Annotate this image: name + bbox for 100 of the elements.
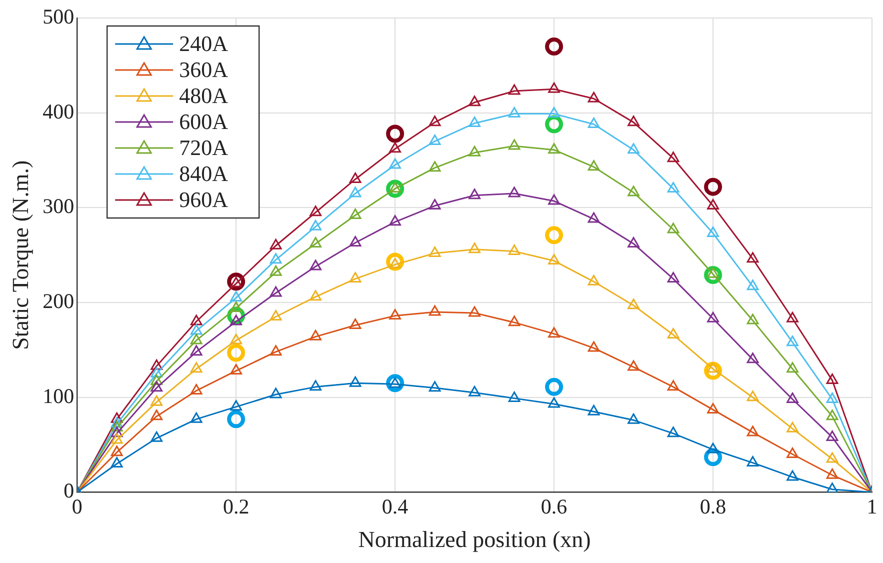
point — [746, 252, 759, 263]
point — [150, 431, 163, 442]
point — [707, 402, 719, 414]
point — [190, 324, 202, 335]
point — [428, 199, 441, 210]
point — [628, 116, 640, 126]
point — [110, 457, 123, 468]
point — [545, 378, 564, 396]
point — [150, 374, 163, 385]
x-tick-label: 0.8 — [700, 494, 726, 518]
point — [826, 468, 838, 479]
point — [468, 386, 480, 396]
point — [548, 194, 560, 205]
point — [746, 352, 759, 364]
point — [310, 236, 322, 248]
point — [428, 305, 441, 316]
point — [310, 260, 322, 270]
point — [310, 290, 322, 301]
point — [707, 226, 719, 238]
legend-label: 840A — [179, 160, 228, 186]
point — [468, 146, 480, 156]
point — [826, 482, 838, 492]
point — [628, 413, 640, 424]
point — [227, 344, 246, 362]
point — [386, 124, 404, 143]
legend-label: 480A — [179, 82, 228, 108]
legend-label: 960A — [179, 186, 228, 212]
point — [310, 380, 322, 391]
point — [746, 456, 759, 467]
point — [588, 341, 600, 352]
point — [786, 362, 798, 373]
point — [389, 142, 402, 153]
point — [230, 291, 242, 302]
x-tick-label: 1 — [866, 494, 878, 518]
point — [190, 412, 202, 423]
point — [548, 254, 560, 265]
point — [667, 222, 680, 234]
point — [707, 442, 719, 454]
point — [310, 220, 322, 230]
point — [786, 470, 798, 481]
y-tick-label: 200 — [42, 289, 74, 314]
point — [150, 359, 163, 370]
point — [190, 362, 202, 373]
point — [386, 180, 404, 198]
point — [667, 328, 680, 339]
point — [468, 188, 480, 200]
point — [428, 246, 441, 257]
point — [545, 115, 564, 134]
y-tick-label: 400 — [42, 99, 74, 124]
point — [588, 117, 600, 128]
point — [110, 426, 123, 438]
y-tick-label: 300 — [42, 194, 74, 218]
point — [746, 426, 759, 436]
point — [150, 366, 163, 378]
point — [548, 82, 560, 93]
point — [588, 274, 600, 286]
point — [628, 298, 640, 310]
point — [468, 96, 480, 106]
legend-label: 360A — [179, 56, 228, 82]
point — [786, 422, 798, 432]
point — [270, 286, 282, 297]
point — [628, 360, 640, 371]
point — [508, 244, 520, 256]
point — [310, 330, 322, 340]
point — [349, 172, 362, 183]
point — [548, 107, 560, 118]
point — [310, 206, 322, 216]
point — [270, 310, 282, 320]
point — [786, 392, 798, 404]
x-tick-label: 0.4 — [382, 494, 409, 518]
point — [508, 316, 520, 326]
point — [230, 364, 242, 375]
point — [150, 381, 163, 392]
point — [230, 301, 242, 312]
point — [190, 384, 202, 394]
point — [628, 236, 640, 248]
point — [707, 312, 719, 322]
point — [746, 280, 759, 290]
point — [190, 314, 202, 326]
point — [150, 395, 163, 406]
point — [349, 236, 362, 247]
point — [707, 199, 719, 210]
point — [389, 309, 402, 320]
point — [349, 318, 362, 330]
point — [270, 388, 282, 398]
point — [230, 334, 242, 344]
point — [270, 253, 282, 264]
x-tick-label: 0.6 — [540, 494, 568, 518]
point — [667, 272, 680, 283]
x-tick-label: 0.2 — [222, 494, 250, 518]
point — [588, 212, 600, 223]
point — [110, 433, 123, 444]
point — [826, 374, 838, 384]
point — [468, 116, 480, 128]
point — [548, 143, 560, 154]
point — [548, 327, 560, 338]
point — [150, 410, 163, 420]
point — [588, 92, 600, 102]
point — [746, 314, 759, 324]
point — [270, 238, 282, 250]
